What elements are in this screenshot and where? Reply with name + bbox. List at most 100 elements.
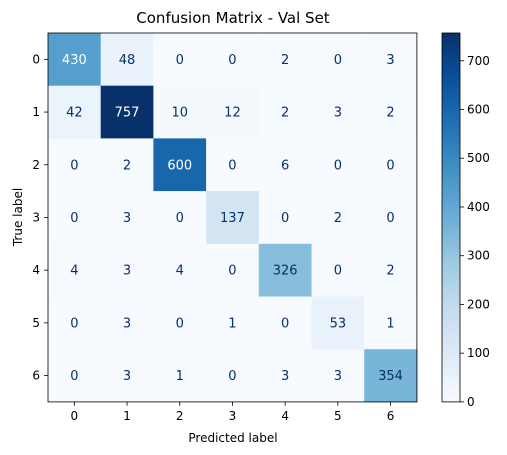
y-tick-label: 5 xyxy=(32,316,40,330)
cell-value-label: 0 xyxy=(334,53,342,68)
heatmap-cell xyxy=(153,243,207,297)
heatmap-cell xyxy=(48,296,102,350)
cell-value-label: 430 xyxy=(62,53,87,68)
cell-value-label: 3 xyxy=(334,369,342,384)
cell-value-label: 3 xyxy=(386,53,394,68)
cell-value-label: 0 xyxy=(228,369,236,384)
heatmap-cell xyxy=(206,349,260,403)
x-tick-label: 4 xyxy=(281,409,289,423)
x-tick-label: 0 xyxy=(71,409,79,423)
cell-value-label: 0 xyxy=(176,211,184,226)
heatmap-cell xyxy=(153,33,207,87)
heatmap-cells: 430 48 0 0 2 0 342 757 10 12 2 3 20 2 600 0 6 0 00 3 0 137 0 2 0… xyxy=(48,33,418,403)
heatmap-cell xyxy=(364,85,418,139)
colorbar-tick-label: 700 xyxy=(467,54,490,68)
cell-value-label: 2 xyxy=(334,211,342,226)
colorbar xyxy=(441,32,461,403)
heatmap-cell xyxy=(258,243,312,297)
heatmap-cell xyxy=(100,191,154,245)
cell-value-label: 0 xyxy=(70,211,78,226)
cell-value-label: 3 xyxy=(334,106,342,121)
heatmap-cell xyxy=(100,349,154,403)
heatmap-cell xyxy=(48,33,102,87)
cell-value-label: 53 xyxy=(330,316,347,331)
heatmap-cell xyxy=(48,191,102,245)
heatmap-cell xyxy=(311,191,365,245)
heatmap-cell xyxy=(258,85,312,139)
cell-value-label: 3 xyxy=(123,316,131,331)
cell-value-label: 2 xyxy=(123,158,131,173)
heatmap-cell xyxy=(364,33,418,87)
heatmap-cell xyxy=(206,296,260,350)
y-tick-label: 4 xyxy=(32,263,40,277)
heatmap-cell xyxy=(153,296,207,350)
heatmap-cell xyxy=(206,33,260,87)
colorbar-tick-label: 0 xyxy=(467,395,475,409)
heatmap-cell xyxy=(311,85,365,139)
cell-value-label: 0 xyxy=(176,316,184,331)
heatmap-cell xyxy=(311,243,365,297)
cell-value-label: 0 xyxy=(281,316,289,331)
cell-value-label: 3 xyxy=(123,369,131,384)
cell-value-label: 354 xyxy=(378,369,403,384)
heatmap-cell xyxy=(206,85,260,139)
heatmap-cell xyxy=(311,138,365,192)
heatmap-cell xyxy=(206,191,260,245)
heatmap-cell xyxy=(48,349,102,403)
cell-value-label: 0 xyxy=(386,211,394,226)
heatmap-cell xyxy=(364,243,418,297)
x-tick-label: 1 xyxy=(123,409,131,423)
cell-value-label: 600 xyxy=(167,158,192,173)
colorbar-tick-label: 400 xyxy=(467,200,490,214)
cell-value-label: 137 xyxy=(220,211,245,226)
colorbar-tick-label: 500 xyxy=(467,151,490,165)
cell-value-label: 0 xyxy=(70,316,78,331)
cell-value-label: 0 xyxy=(228,264,236,279)
chart-title: Confusion Matrix - Val Set xyxy=(136,9,330,27)
cell-value-label: 6 xyxy=(281,158,289,173)
heatmap-cell xyxy=(364,296,418,350)
heatmap-cell xyxy=(100,138,154,192)
heatmap-cell xyxy=(364,191,418,245)
x-tick-label: 2 xyxy=(176,409,184,423)
heatmap-cell xyxy=(153,138,207,192)
heatmap-cell xyxy=(48,243,102,297)
y-tick-label: 0 xyxy=(32,52,40,66)
heatmap-cell xyxy=(48,138,102,192)
cell-value-label: 4 xyxy=(176,264,184,279)
cell-value-label: 2 xyxy=(386,264,394,279)
cell-value-label: 42 xyxy=(66,106,83,121)
heatmap-cell xyxy=(100,296,154,350)
colorbar-tick-label: 300 xyxy=(467,249,490,263)
heatmap-cell xyxy=(153,85,207,139)
heatmap-cell xyxy=(153,349,207,403)
heatmap-cell xyxy=(100,33,154,87)
x-tick-label: 5 xyxy=(334,409,342,423)
cell-value-label: 3 xyxy=(281,369,289,384)
colorbar-tick-label: 600 xyxy=(467,103,490,117)
y-tick-label: 3 xyxy=(32,210,40,224)
x-axis-label: Predicted label xyxy=(188,431,277,445)
x-axis-ticks: 0 1 2 3 4 5 6 xyxy=(71,401,394,423)
cell-value-label: 757 xyxy=(115,106,140,121)
y-axis-label: True label xyxy=(11,188,25,247)
heatmap-cell xyxy=(100,243,154,297)
heatmap-cell xyxy=(258,349,312,403)
heatmap-cell xyxy=(311,296,365,350)
heatmap-cell xyxy=(206,243,260,297)
cell-value-label: 1 xyxy=(176,369,184,384)
y-tick-label: 2 xyxy=(32,158,40,172)
cell-value-label: 3 xyxy=(123,211,131,226)
heatmap-cell xyxy=(258,138,312,192)
cell-value-label: 0 xyxy=(386,158,394,173)
cell-value-label: 0 xyxy=(334,158,342,173)
y-tick-label: 1 xyxy=(32,105,40,119)
heatmap-cell xyxy=(100,85,154,139)
cell-value-label: 2 xyxy=(281,106,289,121)
cell-value-label: 4 xyxy=(70,264,78,279)
cell-value-label: 326 xyxy=(273,264,298,279)
cell-value-label: 0 xyxy=(70,369,78,384)
cell-value-label: 0 xyxy=(228,53,236,68)
heatmap-cell xyxy=(364,138,418,192)
